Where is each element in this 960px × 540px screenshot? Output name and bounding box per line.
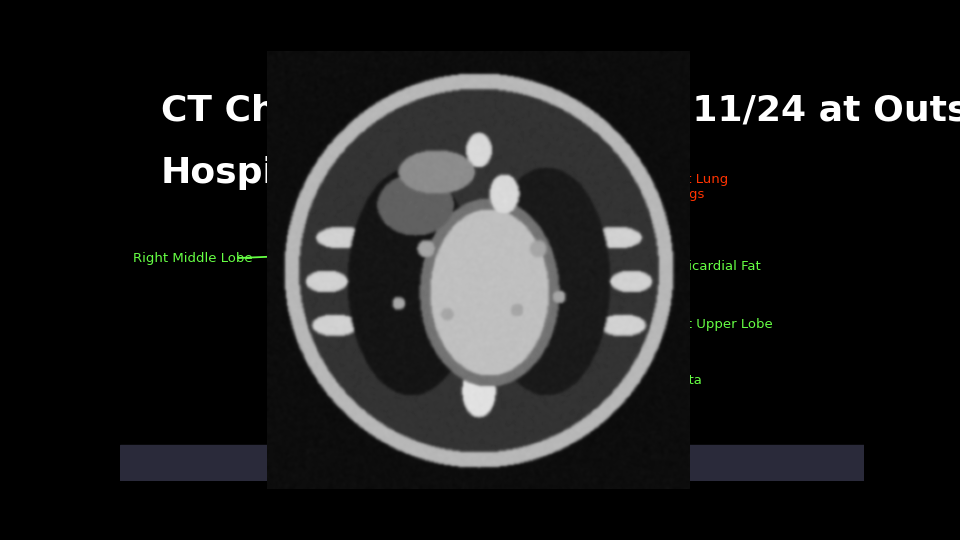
Text: Absent Lung
Markings: Absent Lung Markings xyxy=(644,173,728,201)
Text: Hospital: Hospital xyxy=(161,156,330,190)
Text: McGovern Medical School: McGovern Medical School xyxy=(386,454,598,472)
Text: Aorta: Aorta xyxy=(667,374,703,387)
Text: Left Upper Lobe: Left Upper Lobe xyxy=(667,318,773,331)
Bar xyxy=(120,446,864,481)
Text: Right Middle Lobe: Right Middle Lobe xyxy=(133,252,253,265)
Text: Pericardial Fat: Pericardial Fat xyxy=(667,260,760,273)
Text: CT Chest/Abdomen/Pelvis 11/24 at Outside: CT Chest/Abdomen/Pelvis 11/24 at Outside xyxy=(161,94,960,128)
